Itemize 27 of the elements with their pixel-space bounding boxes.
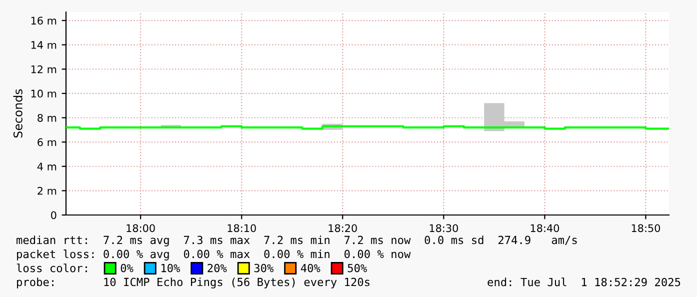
y-tick-label: 14 m bbox=[31, 41, 56, 49]
y-axis-title: Seconds bbox=[13, 89, 22, 138]
text: median rtt: 7.2 ms avg 7.3 ms max 7.2 ms min 7.2 ms now 0.0 ms sd 274.9 am/s bbox=[16, 236, 577, 246]
y-tick-label: 0 bbox=[51, 211, 56, 220]
y-tick-label: 2 m bbox=[38, 186, 56, 195]
y-tick-label: 6 m bbox=[38, 138, 56, 146]
x-tick-label: 18:20 bbox=[328, 224, 357, 232]
legend-title: loss color: bbox=[16, 264, 87, 272]
y-tick-label: 10 m bbox=[31, 90, 56, 98]
y-tick-label: 4 m bbox=[37, 162, 56, 170]
legend-label: 10% bbox=[161, 264, 180, 272]
x-tick-label: 18:10 bbox=[228, 224, 256, 232]
text: probe: 10 ICMP Echo Pings (56 Bytes) every 120s bbox=[17, 278, 370, 288]
y-tick-label: 12 m bbox=[31, 65, 56, 74]
x-tick-label: 18:40 bbox=[530, 224, 560, 232]
y-tick-label: 16 m bbox=[31, 16, 56, 25]
text: packet loss: 0.00 % avg 0.00 % max 0.00 % min 0.00 % now bbox=[17, 250, 411, 260]
legend-label: 0% bbox=[120, 264, 134, 272]
x-tick-label: 18:50 bbox=[632, 224, 660, 232]
legend-label: 30% bbox=[254, 264, 274, 272]
x-tick-label: 18:00 bbox=[126, 224, 155, 232]
y-tick-label: 8 m bbox=[38, 114, 56, 122]
legend-label: 20% bbox=[208, 264, 227, 272]
text: end: Tue Jul 1 18:52:29 2025 bbox=[488, 278, 680, 286]
legend-label: 50% bbox=[348, 264, 367, 272]
legend-label: 40% bbox=[300, 264, 320, 272]
x-tick-label: 18:30 bbox=[430, 224, 458, 232]
